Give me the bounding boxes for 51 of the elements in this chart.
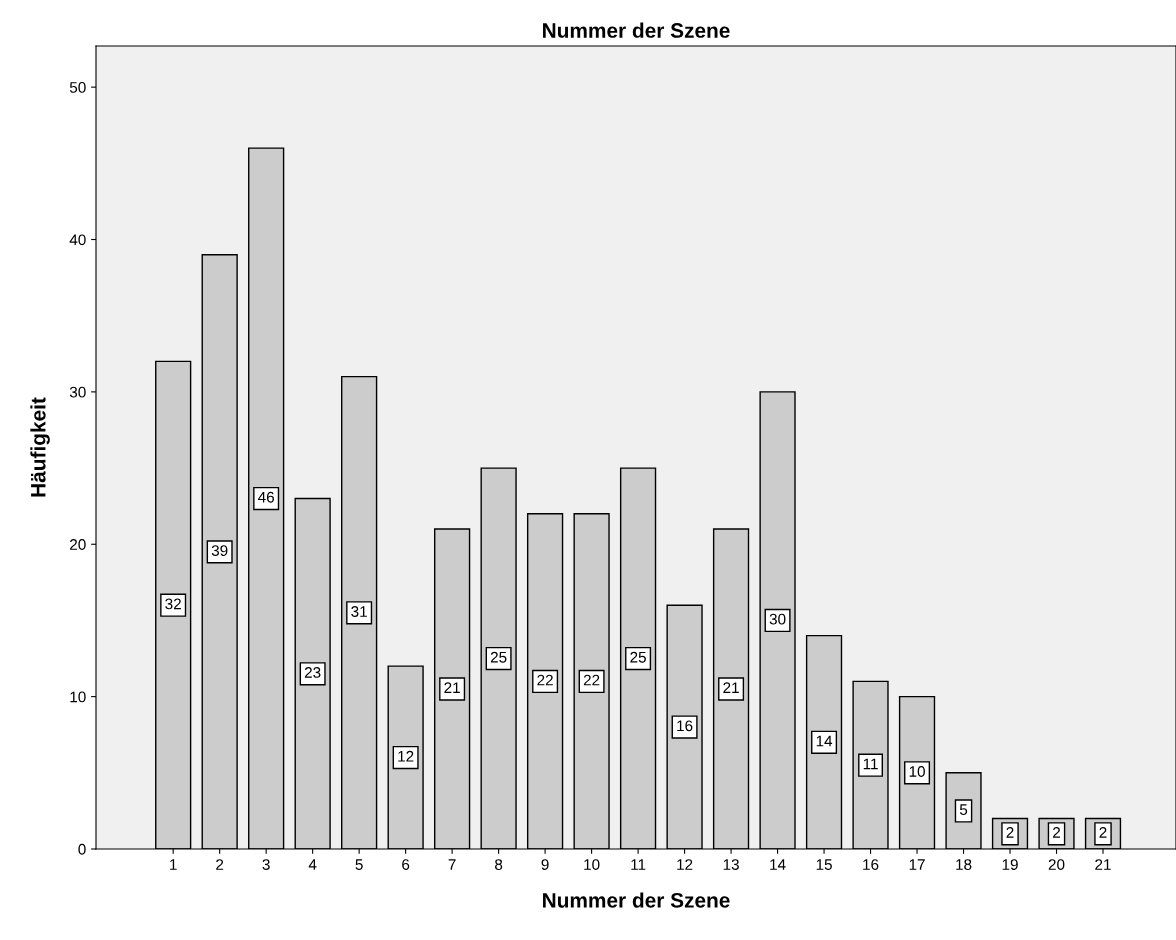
data-label: 25 — [630, 651, 646, 663]
y-tick-label: 10 — [70, 691, 86, 703]
x-axis-title: Nummer der Szene — [543, 892, 730, 908]
x-tick-label: 14 — [770, 859, 786, 870]
x-tick-label: 1 — [170, 859, 177, 870]
x-tick-label: 16 — [863, 859, 879, 870]
y-tick-label: 20 — [70, 539, 86, 550]
y-tick-label: 0 — [78, 843, 86, 855]
data-label: 16 — [677, 720, 693, 732]
data-label: 46 — [258, 491, 274, 503]
data-label: 2 — [1006, 827, 1014, 838]
data-label: 30 — [769, 613, 786, 625]
data-label: 12 — [398, 750, 414, 762]
x-tick-label: 10 — [584, 859, 600, 870]
x-tick-label: 21 — [1095, 859, 1111, 870]
data-label: 2 — [1099, 827, 1107, 838]
x-tick-label: 20 — [1048, 859, 1065, 870]
y-tick-label: 40 — [69, 234, 86, 246]
data-label: 22 — [583, 674, 600, 686]
data-label: 39 — [211, 545, 228, 556]
x-tick-label: 15 — [816, 859, 832, 870]
data-label: 10 — [909, 766, 925, 777]
x-tick-label: 8 — [495, 859, 503, 870]
data-label: 32 — [165, 598, 181, 610]
y-tick-label: 30 — [69, 386, 86, 398]
x-tick-label: 6 — [402, 859, 410, 870]
y-axis-title: Häufigkeit — [30, 397, 50, 497]
x-tick-label: 12 — [677, 859, 693, 870]
data-label: 23 — [304, 667, 321, 678]
x-tick-label: 17 — [909, 859, 925, 870]
data-label: 11 — [863, 758, 878, 770]
data-label: 22 — [537, 674, 553, 686]
data-label: 31 — [351, 606, 367, 617]
chart-title: Nummer der Szene — [543, 22, 730, 38]
x-tick-label: 19 — [1002, 859, 1018, 870]
x-tick-label: 9 — [541, 859, 549, 870]
x-tick-label: 7 — [448, 859, 456, 870]
x-tick-label: 4 — [308, 859, 317, 870]
data-label: 21 — [723, 682, 739, 693]
x-tick-label: 2 — [216, 859, 224, 870]
data-label: 2 — [1053, 827, 1060, 838]
data-label: 5 — [959, 804, 968, 816]
x-tick-label: 13 — [723, 859, 739, 870]
data-label: 14 — [816, 735, 833, 747]
data-label: 25 — [490, 651, 507, 663]
x-tick-label: 5 — [355, 859, 363, 870]
y-tick-label: 50 — [69, 82, 86, 93]
x-tick-label: 3 — [262, 859, 270, 870]
data-label: 21 — [444, 682, 460, 693]
x-tick-label: 18 — [956, 859, 972, 870]
x-tick-label: 11 — [631, 859, 646, 870]
